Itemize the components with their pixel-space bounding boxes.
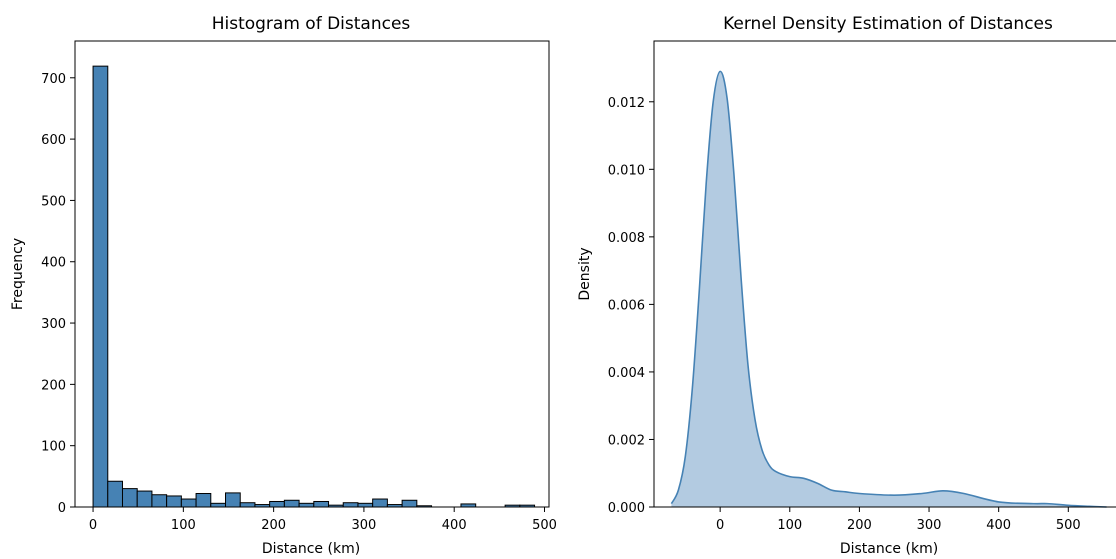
x-tick-label: 400 xyxy=(986,518,1011,533)
histogram-bar xyxy=(180,498,197,508)
x-tick-label: 100 xyxy=(171,518,196,533)
histogram-x-ticks: 0 100 200 300 400 500 xyxy=(89,507,557,533)
y-tick-label: 0.006 xyxy=(608,298,645,313)
y-tick-label: 700 xyxy=(41,72,66,87)
x-tick-label: 400 xyxy=(442,518,467,533)
histogram-bar xyxy=(239,502,256,508)
histogram-y-label: Frequency xyxy=(10,238,26,310)
histogram-bar xyxy=(269,500,285,508)
kde-curve-line xyxy=(670,70,1107,508)
histogram-axes-frame xyxy=(74,40,550,508)
histogram-y-ticks: 0 100 200 300 400 500 600 700 xyxy=(41,72,75,516)
x-tick-label: 200 xyxy=(261,518,286,533)
kde-axes-frame xyxy=(653,40,1116,508)
kde-panel: Kernel Density Estimation of Distances 0… xyxy=(577,14,1116,557)
x-tick-label: 500 xyxy=(532,518,557,533)
histogram-title: Histogram of Distances xyxy=(212,14,411,34)
kde-x-label: Distance (km) xyxy=(840,541,938,557)
histogram-bar xyxy=(136,490,153,508)
histogram-bar xyxy=(166,495,182,508)
y-tick-label: 0.000 xyxy=(608,501,645,516)
histogram-bar xyxy=(151,494,168,508)
y-tick-label: 0.004 xyxy=(608,366,645,381)
kde-area-fill xyxy=(671,71,1107,508)
kde-y-label: Density xyxy=(577,247,593,300)
histogram-bar xyxy=(372,498,388,508)
x-tick-label: 0 xyxy=(89,518,97,533)
y-tick-label: 400 xyxy=(41,256,66,271)
x-tick-label: 200 xyxy=(847,518,872,533)
kde-x-ticks: 0 100 200 300 400 500 xyxy=(716,507,1081,533)
histogram-bar xyxy=(92,65,109,508)
x-tick-label: 100 xyxy=(777,518,802,533)
kde-y-ticks: 0.000 0.002 0.004 0.006 0.008 0.010 0.012 xyxy=(608,96,654,516)
histogram-panel: Histogram of Distances 0 100 200 300 400 500 … xyxy=(10,14,557,557)
y-tick-label: 200 xyxy=(41,378,66,393)
histogram-bar xyxy=(121,488,138,508)
histogram-bar xyxy=(210,502,227,508)
histogram-bar xyxy=(313,500,330,508)
y-tick-label: 600 xyxy=(41,133,66,148)
histogram-bar xyxy=(342,502,359,508)
kde-title: Kernel Density Estimation of Distances xyxy=(723,14,1053,34)
histogram-x-label: Distance (km) xyxy=(262,541,360,557)
y-tick-label: 500 xyxy=(41,194,66,209)
y-tick-label: 0.010 xyxy=(608,163,645,178)
histogram-bar xyxy=(195,493,212,508)
y-tick-label: 0.012 xyxy=(608,96,645,111)
histogram-bar xyxy=(225,492,241,508)
histogram-bar xyxy=(357,502,374,508)
y-tick-label: 0.008 xyxy=(608,231,645,246)
histogram-bar xyxy=(107,480,123,508)
histogram-bar xyxy=(283,499,300,508)
y-tick-label: 0 xyxy=(58,501,66,516)
y-tick-label: 100 xyxy=(41,440,66,455)
x-tick-label: 500 xyxy=(1056,518,1081,533)
y-tick-label: 300 xyxy=(41,317,66,332)
histogram-bars xyxy=(92,65,536,508)
histogram-bar xyxy=(298,502,315,508)
x-tick-label: 300 xyxy=(917,518,942,533)
histogram-bar xyxy=(401,499,418,508)
x-tick-label: 300 xyxy=(352,518,377,533)
y-tick-label: 0.002 xyxy=(608,433,645,448)
x-tick-label: 0 xyxy=(716,518,724,533)
